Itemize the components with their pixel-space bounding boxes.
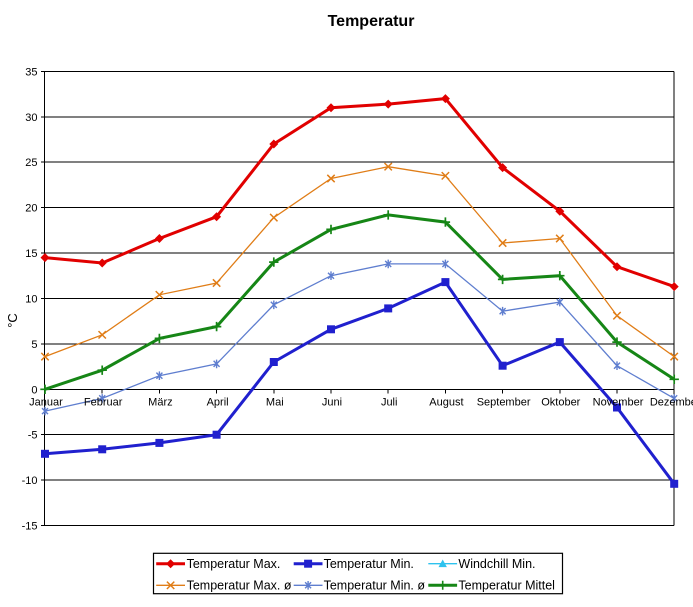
svg-text:Temperatur Mittel: Temperatur Mittel: [458, 579, 555, 593]
svg-text:März: März: [148, 397, 172, 409]
svg-text:Temperatur Min.: Temperatur Min.: [324, 557, 414, 571]
svg-text:Mai: Mai: [266, 397, 284, 409]
svg-text:Juli: Juli: [381, 397, 398, 409]
svg-text:Januar: Januar: [29, 397, 63, 409]
svg-text:-10: -10: [22, 475, 38, 487]
svg-text:November: November: [593, 397, 644, 409]
svg-text:25: 25: [25, 157, 37, 169]
svg-text:Oktober: Oktober: [541, 397, 580, 409]
svg-text:Dezember: Dezember: [650, 397, 693, 409]
svg-text:Temperatur: Temperatur: [328, 13, 415, 30]
svg-text:April: April: [207, 397, 229, 409]
svg-text:30: 30: [25, 112, 37, 124]
svg-text:August: August: [429, 397, 463, 409]
svg-text:September: September: [477, 397, 531, 409]
svg-text:10: 10: [25, 294, 37, 306]
svg-text:-5: -5: [28, 430, 38, 442]
svg-text:°C: °C: [5, 313, 20, 328]
svg-text:35: 35: [25, 66, 37, 78]
svg-text:Windchill Min.: Windchill Min.: [458, 557, 535, 571]
svg-text:-15: -15: [22, 521, 38, 533]
svg-text:Februar: Februar: [84, 397, 123, 409]
svg-text:20: 20: [25, 203, 37, 215]
svg-text:5: 5: [31, 339, 37, 351]
svg-text:Temperatur Max. ø: Temperatur Max. ø: [187, 579, 292, 593]
svg-text:Temperatur Max.: Temperatur Max.: [187, 557, 281, 571]
svg-text:15: 15: [25, 248, 37, 260]
svg-text:Temperatur Min. ø: Temperatur Min. ø: [324, 579, 426, 593]
svg-text:Juni: Juni: [322, 397, 342, 409]
svg-text:0: 0: [31, 384, 37, 396]
